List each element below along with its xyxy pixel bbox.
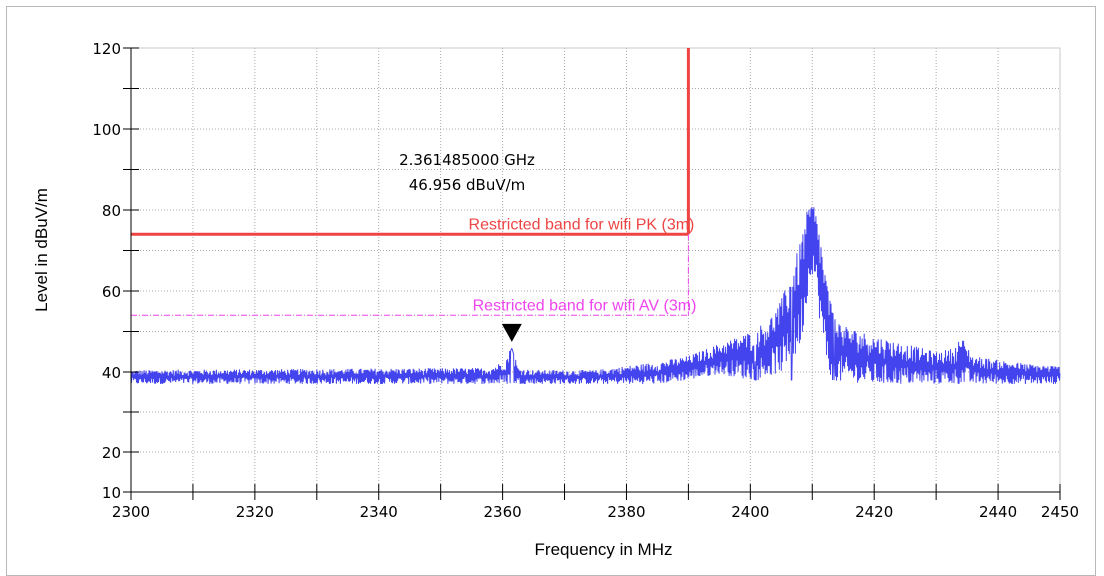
plot-border <box>130 47 1061 493</box>
y-axis-title: Level in dBuV/m <box>32 188 51 312</box>
x-tick-label: 2420 <box>855 503 893 521</box>
level-trace <box>130 207 1061 385</box>
labels: Restricted band for wifi PK (3m) Restrict… <box>32 40 1079 559</box>
av-limit-label: Restricted band for wifi AV (3m) <box>473 297 697 314</box>
x-tick-label: 2380 <box>607 503 645 521</box>
y-tick-label: 80 <box>102 202 121 220</box>
marker-triangle <box>501 323 522 342</box>
marker-level: 46.956 dBuV/m <box>409 176 526 194</box>
y-tick-label: 10 <box>102 484 121 502</box>
grid <box>130 47 1061 493</box>
axes <box>123 47 1061 500</box>
spectrum-chart: Restricted band for wifi PK (3m) Restrict… <box>32 40 1079 559</box>
x-axis-title: Frequency in MHz <box>535 540 673 559</box>
marker-frequency: 2.361485000 GHz <box>399 151 535 169</box>
pk-limit-label: Restricted band for wifi PK (3m) <box>469 216 695 233</box>
x-tick-label: 2450 <box>1041 503 1079 521</box>
limit-lines <box>131 48 690 316</box>
x-tick-label: 2440 <box>979 503 1017 521</box>
x-tick-label: 2400 <box>731 503 769 521</box>
y-tick-label: 40 <box>102 364 121 382</box>
x-tick-label: 2340 <box>360 503 398 521</box>
x-tick-label: 2320 <box>236 503 274 521</box>
chart-frame: Restricted band for wifi PK (3m) Restrict… <box>6 6 1096 576</box>
y-tick-label: 120 <box>92 40 121 58</box>
trace <box>130 207 1061 385</box>
y-tick-label: 60 <box>102 283 121 301</box>
y-tick-label: 100 <box>92 121 121 139</box>
x-tick-label: 2300 <box>112 503 150 521</box>
y-tick-label: 20 <box>102 444 121 462</box>
x-tick-label: 2360 <box>484 503 522 521</box>
